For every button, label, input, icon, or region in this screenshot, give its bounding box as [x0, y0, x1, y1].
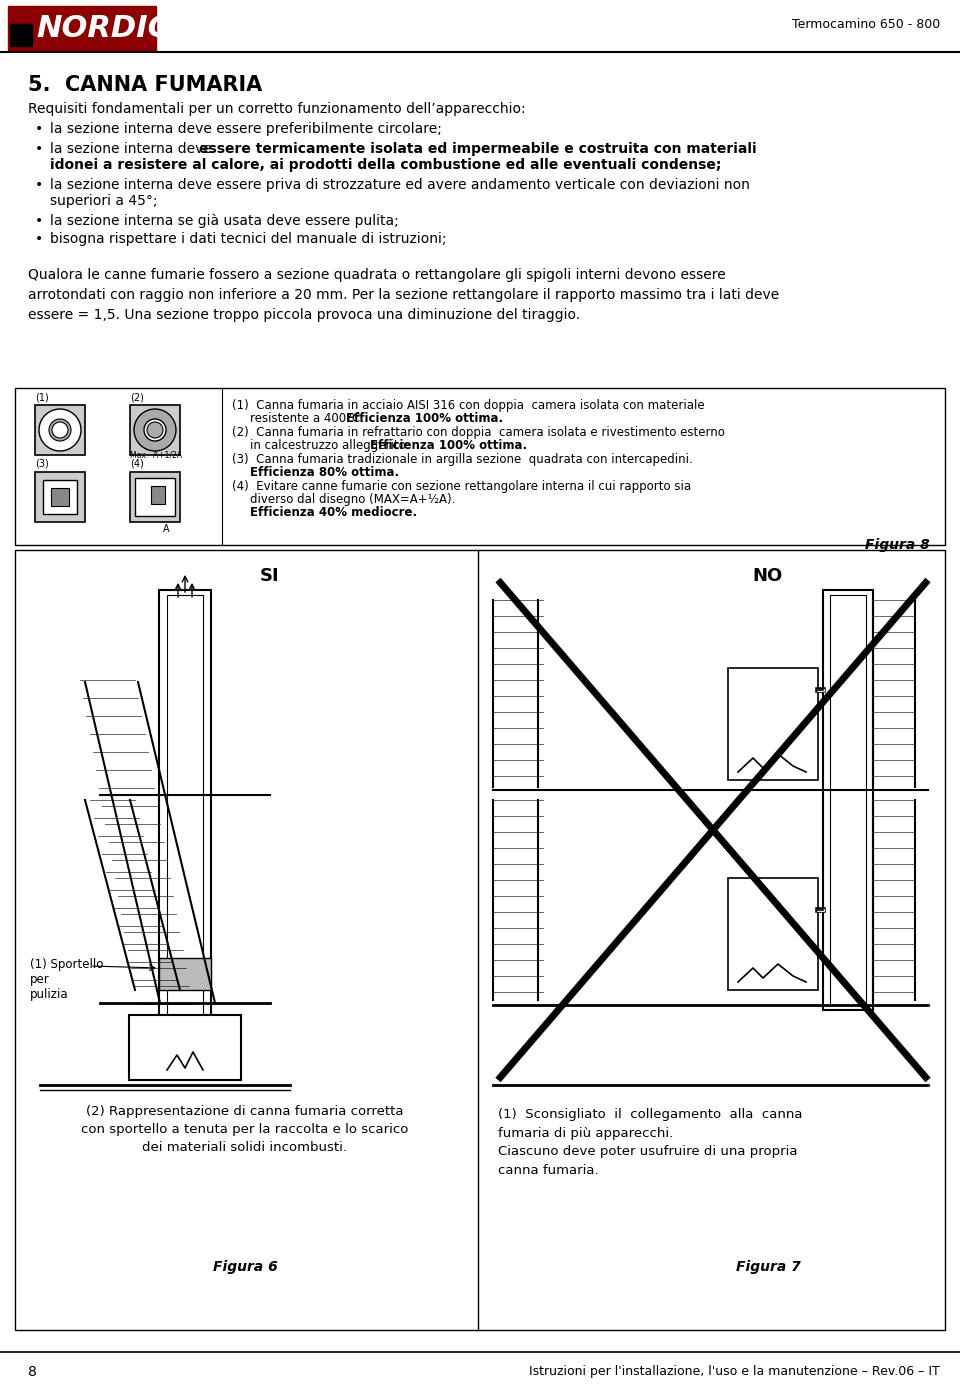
Bar	[8, 6, 156, 50]
Text: (2)  Canna fumaria in refrattario con doppia  camera isolata e rivestimento este: (2) Canna fumaria in refrattario con dop…	[232, 426, 725, 439]
Text: (4)  Evitare canne fumarie con sezione rettangolare interna il cui rapporto sia: (4) Evitare canne fumarie con sezione re…	[232, 481, 691, 493]
Circle shape	[52, 422, 68, 437]
Text: Qualora le canne fumarie fossero a sezione quadrata o rettangolare gli spigoli i: Qualora le canne fumarie fossero a sezio…	[28, 267, 780, 322]
Bar	[51, 488, 69, 506]
Text: NORDICA: NORDICA	[36, 14, 194, 43]
Text: Efficienza 40% mediocre.: Efficienza 40% mediocre.	[250, 506, 418, 520]
Bar	[823, 591, 873, 1010]
Text: (2): (2)	[130, 391, 144, 403]
Text: Max.  A+1/2A: Max. A+1/2A	[130, 450, 182, 460]
Bar	[129, 1015, 241, 1080]
Text: diverso dal disegno (MAX=A+½A).: diverso dal disegno (MAX=A+½A).	[250, 493, 455, 506]
Bar	[35, 472, 85, 522]
Circle shape	[147, 422, 163, 437]
Text: NO: NO	[753, 567, 783, 585]
Text: essere termicamente isolata ed impermeabile e costruita con materiali: essere termicamente isolata ed impermeab…	[199, 142, 756, 156]
Text: (1)  Canna fumaria in acciaio AISI 316 con doppia  camera isolata con materiale: (1) Canna fumaria in acciaio AISI 316 co…	[232, 398, 705, 412]
Bar	[43, 481, 77, 514]
Text: la sezione interna deve: la sezione interna deve	[50, 142, 216, 156]
Text: •: •	[35, 142, 43, 156]
Text: idonei a resistere al calore, ai prodotti della combustione ed alle eventuali co: idonei a resistere al calore, ai prodott…	[50, 157, 721, 171]
Circle shape	[39, 410, 81, 451]
Text: Efficienza 100% ottima.: Efficienza 100% ottima.	[370, 439, 527, 451]
Circle shape	[144, 419, 166, 442]
Bar	[130, 472, 180, 522]
Text: Figura 7: Figura 7	[735, 1261, 801, 1275]
Text: superiori a 45°;: superiori a 45°;	[50, 194, 157, 208]
Text: (4): (4)	[130, 460, 144, 469]
Text: •: •	[35, 233, 43, 247]
Text: 8: 8	[28, 1365, 36, 1379]
Text: in calcestruzzo alleggerito.: in calcestruzzo alleggerito.	[250, 439, 413, 451]
Bar	[10, 24, 32, 46]
Text: •: •	[35, 123, 43, 137]
Bar	[35, 405, 85, 456]
Bar	[15, 389, 945, 545]
Text: A: A	[163, 524, 170, 534]
Text: Istruzioni per l'installazione, l'uso e la manutenzione – Rev.06 – IT: Istruzioni per l'installazione, l'uso e …	[529, 1365, 940, 1378]
Bar	[830, 595, 866, 1004]
Bar	[151, 486, 165, 504]
Text: 5.  CANNA FUMARIA: 5. CANNA FUMARIA	[28, 75, 262, 95]
Text: Figura 8: Figura 8	[865, 538, 930, 552]
Text: Termocamino 650 - 800: Termocamino 650 - 800	[792, 18, 940, 31]
Text: (1) Sportello
per
pulizia: (1) Sportello per pulizia	[30, 958, 104, 1002]
Text: •: •	[35, 215, 43, 228]
Bar	[728, 669, 818, 780]
Text: bisogna rispettare i dati tecnici del manuale di istruzioni;: bisogna rispettare i dati tecnici del ma…	[50, 233, 446, 247]
Text: SI: SI	[260, 567, 279, 585]
Text: (3): (3)	[35, 460, 49, 469]
Text: •: •	[35, 178, 43, 192]
Text: (3)  Canna fumaria tradizionale in argilla sezione  quadrata con intercapedini.: (3) Canna fumaria tradizionale in argill…	[232, 453, 693, 467]
Text: (2) Rappresentazione di canna fumaria corretta
con sportello a tenuta per la rac: (2) Rappresentazione di canna fumaria co…	[82, 1105, 409, 1153]
Bar	[130, 405, 180, 456]
Bar	[15, 550, 945, 1330]
Text: la sezione interna deve essere preferibilmente circolare;: la sezione interna deve essere preferibi…	[50, 123, 442, 137]
Bar	[167, 595, 203, 1015]
Bar	[728, 878, 818, 990]
Circle shape	[134, 410, 176, 451]
Text: Figura 6: Figura 6	[212, 1261, 277, 1275]
Bar	[159, 591, 211, 1020]
Circle shape	[49, 419, 71, 442]
Text: (1)  Sconsigliato  il  collegamento  alla  canna
fumaria di più apparecchi.
Cias: (1) Sconsigliato il collegamento alla ca…	[498, 1107, 803, 1177]
Text: resistente a 400°C.: resistente a 400°C.	[250, 412, 368, 425]
Bar	[135, 478, 175, 515]
Text: la sezione interna deve essere priva di strozzature ed avere andamento verticale: la sezione interna deve essere priva di …	[50, 178, 750, 192]
Text: Efficienza 100% ottima.: Efficienza 100% ottima.	[346, 412, 503, 425]
Text: (1): (1)	[35, 391, 49, 403]
Bar	[159, 958, 211, 990]
Text: Requisiti fondamentali per un corretto funzionamento dell’apparecchio:: Requisiti fondamentali per un corretto f…	[28, 102, 526, 116]
Text: la sezione interna se già usata deve essere pulita;: la sezione interna se già usata deve ess…	[50, 215, 398, 228]
Text: Efficienza 80% ottima.: Efficienza 80% ottima.	[250, 467, 399, 479]
